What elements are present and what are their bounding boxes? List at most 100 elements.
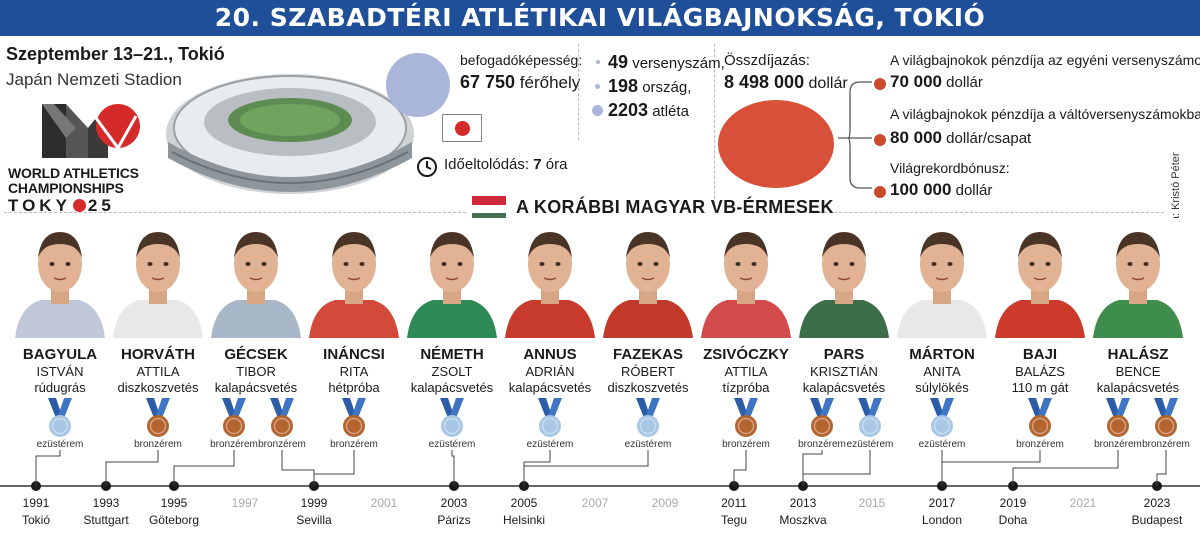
timeline-city: Helsinki xyxy=(502,513,545,527)
timeline-year: 2017 xyxy=(928,496,956,510)
medal-label: bronzérem xyxy=(330,439,378,450)
athletes-label: atléta xyxy=(652,103,689,120)
athlete-event: kalapácsvetés xyxy=(214,380,298,395)
clock-icon xyxy=(417,157,437,177)
athlete-portrait xyxy=(11,218,109,338)
athlete-portrait xyxy=(501,218,599,338)
timeline-year: 1991 xyxy=(22,496,50,510)
medalists-title: A KORÁBBI MAGYAR VB-ÉRMESEK xyxy=(516,197,834,217)
stat-countries: 198 ország, xyxy=(608,76,691,97)
timeline-city: Sevilla xyxy=(296,513,332,527)
timeline-city: Doha xyxy=(998,513,1028,527)
timeline-city: Tokió xyxy=(21,513,50,527)
timeline-year: 2005 xyxy=(510,496,538,510)
timeline-year: 2019 xyxy=(999,496,1027,510)
timeline-year: 2023 xyxy=(1143,496,1171,510)
prize-item-label: A világbajnokok pénzdíja a váltóversenys… xyxy=(890,106,1200,122)
silver-medal-icon xyxy=(46,398,74,438)
athlete-last-name: ZSIVÓCZKY xyxy=(703,346,789,363)
timeline-year: 2021 xyxy=(1069,496,1097,510)
logo-line-1: WORLD ATHLETICS xyxy=(8,165,139,181)
page-title: 20. SZABADTÉRI ATLÉTIKAI VILÁGBAJNOKSÁG,… xyxy=(0,0,1200,36)
athlete-last-name: GÉCSEK xyxy=(224,346,288,363)
prize-item-unit: dollár xyxy=(946,74,983,91)
prize-item-label: Világrekordbónusz: xyxy=(890,160,1010,176)
timeline-connector xyxy=(281,450,315,486)
logo-tokyo-left: TOKY xyxy=(8,196,71,215)
prize-bullet xyxy=(874,78,886,90)
divider xyxy=(744,212,1164,213)
athlete-first-name: ADRIÁN xyxy=(525,364,575,379)
stadium-illustration xyxy=(166,74,414,194)
timeline-year: 2015 xyxy=(858,496,886,510)
silver-medal-icon xyxy=(634,398,662,438)
event-venue: Japán Nemzeti Stadion xyxy=(6,70,182,89)
countries-value: 198 xyxy=(608,76,639,96)
timezone: Időeltolódás: 7 óra xyxy=(444,156,567,173)
athlete-event: diszkoszvetés xyxy=(117,380,199,395)
timeline-connector xyxy=(941,450,1041,486)
athlete-first-name: KRISZTIÁN xyxy=(810,364,878,379)
athlete-last-name: BAJI xyxy=(1022,346,1058,363)
timezone-unit: óra xyxy=(545,156,568,173)
bronze-medal-icon xyxy=(220,398,248,438)
prize-item-value: 70 000 dollár xyxy=(890,72,983,92)
bronze-medal-icon xyxy=(144,398,172,438)
timeline-connector xyxy=(1012,450,1119,486)
athlete-portrait xyxy=(697,218,795,338)
athlete-event: tízpróba xyxy=(722,380,770,395)
timeline-connector xyxy=(35,450,61,486)
medal-label: bronzérem xyxy=(798,439,846,450)
logo-tokyo: TOKY 25 xyxy=(8,196,115,216)
prize-total-unit: dollár xyxy=(808,75,848,92)
bronze-medal-icon xyxy=(808,398,836,438)
bronze-medal-icon xyxy=(1026,398,1054,438)
medal-label: bronzérem xyxy=(210,439,258,450)
divider xyxy=(714,44,715,204)
events-value: 49 xyxy=(608,52,629,72)
silver-medal-icon xyxy=(928,398,956,438)
bronze-medal-icon xyxy=(268,398,296,438)
silver-medal-icon xyxy=(438,398,466,438)
prize-item-unit: dollár xyxy=(955,182,993,199)
athlete-event: kalapácsvetés xyxy=(410,380,494,395)
medal-label: ezüstérem xyxy=(428,439,476,450)
hungary-flag-icon xyxy=(472,196,506,222)
capacity-circle xyxy=(386,53,450,117)
timeline-year: 2013 xyxy=(789,496,817,510)
logo-tokyo-right: 25 xyxy=(87,196,115,215)
timeline-city: London xyxy=(921,513,963,527)
athlete-last-name: ANNUS xyxy=(523,346,577,363)
championships-logo xyxy=(42,104,140,158)
timeline-connector xyxy=(802,450,823,486)
timeline-year: 1997 xyxy=(231,496,259,510)
timeline-connectors xyxy=(0,450,1200,491)
athlete-first-name: RÓBERT xyxy=(621,364,675,379)
japan-flag-icon xyxy=(442,114,482,142)
prize-item-label: A világbajnokok pénzdíja az egyéni verse… xyxy=(890,52,1200,68)
prize-bullet xyxy=(874,186,886,198)
athletes-dot xyxy=(592,105,603,116)
athlete-event: hétpróba xyxy=(328,380,380,395)
athlete-first-name: ISTVÁN xyxy=(36,364,84,379)
timeline-city: Budapest xyxy=(1131,513,1183,527)
capacity-number: 67 750 xyxy=(460,72,516,92)
timeline-city: Tegu xyxy=(720,513,748,527)
bronze-medal-icon xyxy=(1152,398,1180,438)
athlete-last-name: INÁNCSI xyxy=(323,346,385,363)
athlete-last-name: BAGYULA xyxy=(22,346,98,363)
countries-dot xyxy=(595,84,600,89)
athlete-event: 110 m gát xyxy=(1011,380,1069,395)
athlete-portrait xyxy=(305,218,403,338)
athlete-event: diszkoszvetés xyxy=(607,380,689,395)
prize-item-amount: 80 000 xyxy=(890,128,942,147)
athlete-portrait xyxy=(403,218,501,338)
athlete-portrait xyxy=(599,218,697,338)
medal-label: ezüstérem xyxy=(918,439,966,450)
timeline-city: Párizs xyxy=(437,513,471,527)
timeline-year: 2001 xyxy=(370,496,398,510)
timeline-year: 1999 xyxy=(300,496,328,510)
timeline-connector xyxy=(105,450,159,486)
stat-athletes: 2203 atléta xyxy=(608,100,689,121)
athlete-last-name: NÉMETH xyxy=(420,346,484,363)
